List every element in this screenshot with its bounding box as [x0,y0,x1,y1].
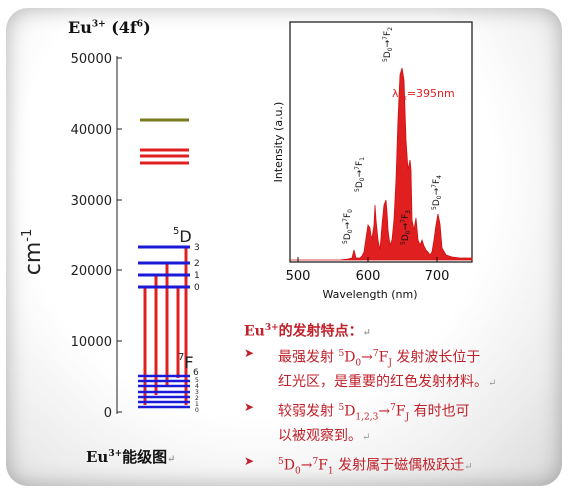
svg-text:3: 3 [195,389,199,396]
bullet-3-line-1: 5D0→7F1 发射属于磁偶极跃迁↵ [278,457,473,477]
levels-7F [138,374,190,409]
svg-text:3: 3 [194,243,200,253]
label-5D: 5D [173,226,192,246]
y-tick-10000: 10000 [71,335,112,350]
svg-text:0: 0 [194,283,200,293]
y-tick-20000: 20000 [71,264,112,279]
svg-text:1: 1 [195,401,199,408]
transition-labels: 5D0→7F0 5D0→7F1 5D0→7F2 5D0→7F3 5D0→7F4 [342,27,443,245]
label-7F: 7F [178,352,194,372]
y-tick-50000: 50000 [71,52,112,67]
bullet-marker-3: ➤ [244,454,255,468]
label-D0-F0: 5D0→7F0 [342,209,354,244]
levels-5D-labels: 3 2 1 0 [194,243,200,293]
spectrum-curve [290,67,473,261]
bullet-1-line-1: 最强发射 5D0→7FJ 发射波长位于 [278,349,481,369]
y-tick-0: 0 [104,406,112,421]
bullet-marker-1: ➤ [244,346,255,360]
svg-text:5: 5 [195,377,199,384]
label-D0-F1: 5D0→7F1 [354,157,366,192]
svg-text:4: 4 [195,383,199,390]
emission-heading: Eu3+的发射特点：↵ [244,323,372,340]
label-D0-F4: 5D0→7F4 [431,175,443,210]
x-axis-label: Wavelength (nm) [322,288,417,301]
x-tick-700: 700 [425,269,450,284]
levels-7F-labels: 6 5 4 3 2 1 0 [193,368,199,414]
svg-text:1: 1 [194,271,200,281]
svg-text:2: 2 [194,259,200,269]
label-D0-F3: 5D0→7F3 [400,210,412,245]
svg-text:0: 0 [195,407,199,414]
svg-text:6: 6 [193,368,199,378]
diagram-caption: Eu3+能级图↵ [86,448,176,466]
diagram-title: Eu3+ (4f6) [68,18,151,37]
x-tick-500: 500 [286,269,311,284]
excitation-label: λex=395nm [392,87,455,102]
bullet-marker-2: ➤ [244,400,255,414]
levels-5D [138,245,190,289]
y-axis-label: cm-1 [20,229,46,276]
bullet-2-line-2: 以被观察到。↵ [278,428,371,444]
x-axis-ticks: 500 600 700 [286,269,450,284]
y-tick-40000: 40000 [71,123,112,138]
label-D0-F2: 5D0→7F2 [382,27,394,62]
y-tick-30000: 30000 [71,194,112,209]
y-axis-ticks: 50000 40000 30000 20000 10000 0 [71,52,122,421]
x-tick-600: 600 [356,269,381,284]
bullet-2-line-1: 较弱发射 5D1,2,3→7FJ 有时也可 [278,403,470,423]
bullet-1-line-2: 红光区，是重要的红色发射材料。↵ [278,374,497,390]
y-axis-label-spectrum: Intensity (a.u.) [272,102,285,183]
spectrum-frame [289,21,473,263]
svg-text:2: 2 [195,395,199,402]
